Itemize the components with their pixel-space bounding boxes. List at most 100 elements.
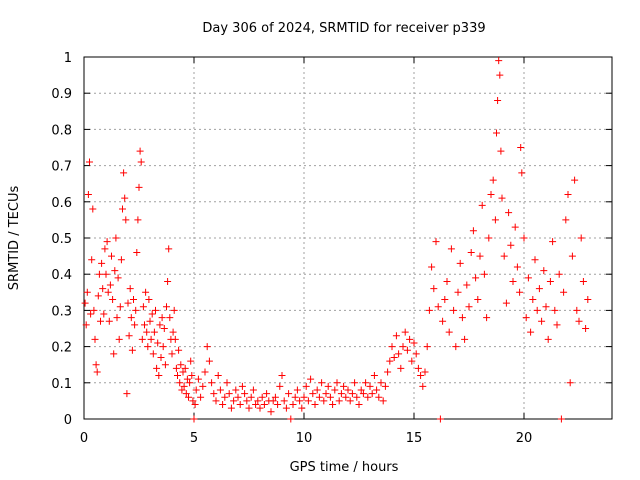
data-point <box>469 227 477 235</box>
data-point <box>156 321 164 329</box>
data-point <box>495 57 503 65</box>
data-point <box>234 393 242 401</box>
data-point <box>375 393 383 401</box>
y-tick-label: 0.2 <box>51 341 72 356</box>
data-point <box>89 205 97 213</box>
data-point <box>180 382 188 390</box>
data-point <box>199 382 207 390</box>
data-point <box>221 393 229 401</box>
data-point <box>513 263 521 271</box>
data-point <box>551 306 559 314</box>
data-point <box>280 397 288 405</box>
data-point <box>568 252 576 260</box>
data-point <box>406 335 414 343</box>
data-point <box>150 328 158 336</box>
data-point <box>285 390 293 398</box>
data-point <box>304 397 312 405</box>
data-point <box>114 274 122 282</box>
data-point <box>186 379 194 387</box>
data-point <box>121 194 129 202</box>
data-point <box>522 314 530 322</box>
data-point <box>362 379 370 387</box>
data-point <box>342 393 350 401</box>
data-point <box>386 357 394 365</box>
data-point <box>497 147 505 155</box>
data-point <box>158 314 166 322</box>
y-tick-label: 0.4 <box>51 268 72 283</box>
data-point <box>432 238 440 246</box>
data-point <box>127 314 135 322</box>
data-point <box>390 353 398 361</box>
data-point <box>584 296 592 304</box>
data-point <box>241 390 249 398</box>
data-point <box>478 201 486 209</box>
data-point <box>267 408 275 416</box>
data-point <box>564 191 572 199</box>
data-point <box>293 386 301 394</box>
data-point <box>258 393 266 401</box>
data-point <box>166 314 174 322</box>
data-point <box>428 263 436 271</box>
data-point <box>291 393 299 401</box>
data-point <box>425 306 433 314</box>
data-point <box>368 390 376 398</box>
data-point <box>276 382 284 390</box>
data-point <box>160 325 168 332</box>
data-point <box>88 256 96 264</box>
data-point <box>190 415 198 423</box>
data-point <box>91 335 99 343</box>
data-point <box>260 401 268 409</box>
data-point <box>562 216 570 224</box>
data-point <box>329 401 337 409</box>
data-point <box>155 372 163 380</box>
data-point <box>485 234 493 242</box>
data-point <box>309 390 317 398</box>
data-point <box>467 248 475 256</box>
data-point <box>243 397 251 405</box>
data-point <box>271 393 279 401</box>
data-point <box>92 361 100 369</box>
data-point <box>507 241 515 249</box>
data-point <box>516 288 524 296</box>
data-point <box>456 259 464 267</box>
chart-title: Day 306 of 2024, SRMTID for receiver p33… <box>202 21 485 36</box>
data-point <box>124 299 132 307</box>
data-point <box>359 390 367 398</box>
data-point <box>487 191 495 199</box>
data-point <box>566 379 574 387</box>
data-point <box>463 281 471 289</box>
data-point <box>417 372 425 380</box>
data-point <box>120 169 128 177</box>
data-point <box>346 397 354 405</box>
y-axis-label: SRMTID / TECUs <box>7 186 22 291</box>
data-point <box>535 285 543 293</box>
data-point <box>447 245 455 253</box>
data-point <box>307 375 315 383</box>
data-point <box>531 256 539 264</box>
data-point <box>102 270 110 278</box>
data-point <box>483 314 491 322</box>
data-point <box>254 397 262 405</box>
data-point <box>573 306 581 314</box>
data-point <box>132 306 140 314</box>
data-point <box>201 368 209 376</box>
data-point <box>493 129 500 137</box>
data-point <box>103 238 111 246</box>
data-point <box>491 216 499 224</box>
data-point <box>227 404 235 412</box>
data-point <box>148 310 156 318</box>
data-point <box>496 71 504 79</box>
data-point <box>553 321 561 329</box>
data-point <box>414 364 422 372</box>
data-point <box>571 176 579 184</box>
data-point <box>183 375 191 383</box>
data-point <box>379 397 387 405</box>
data-point <box>269 397 277 405</box>
data-point <box>108 252 115 260</box>
data-point <box>115 335 123 343</box>
x-tick-label: 10 <box>296 431 313 446</box>
data-point <box>577 234 585 242</box>
data-point <box>143 328 151 336</box>
axis-ticks: 00.10.20.30.40.50.60.70.80.910 5 10 15 20 <box>51 51 612 446</box>
data-point <box>182 390 190 398</box>
